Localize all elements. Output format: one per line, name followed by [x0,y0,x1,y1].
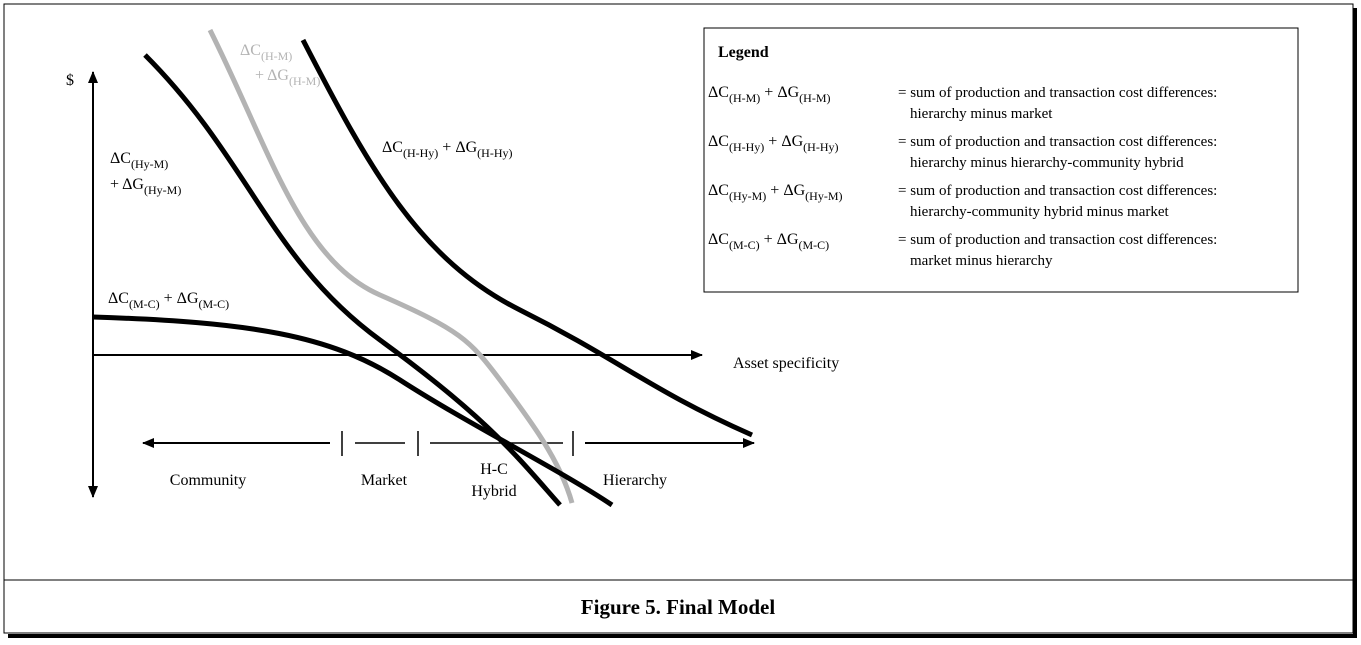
legend-definition: = sum of production and transaction cost… [898,85,1217,101]
term-text: + ΔG [255,67,289,84]
term-text: + ΔG [110,176,144,193]
region-label: H-C [480,461,508,478]
legend-definition: = sum of production and transaction cost… [898,232,1217,248]
term-sub: (Hy-M) [729,189,766,203]
term-text: ΔC [708,182,729,199]
term-sub: (Hy-M) [131,157,168,171]
curve [143,53,562,507]
curve-label: ΔC(H-Hy) + ΔG(H-Hy) [382,139,513,160]
legend-term: ΔC(Hy-M) + ΔG(Hy-M) [708,182,843,203]
region-label: Market [361,472,408,489]
term-sub: (M-C) [199,297,230,311]
region-label: Community [170,472,246,489]
term-sub: (Hy-M) [805,189,842,203]
legend-term: ΔC(H-Hy) + ΔG(H-Hy) [708,133,839,154]
x-axis-label: Asset specificity [733,355,839,372]
legend-definition: hierarchy minus market [910,106,1053,122]
curve-label: + ΔG(Hy-M) [110,176,181,197]
term-text: + ΔG [442,139,477,156]
region-label: Hierarchy [603,472,667,489]
term-sub: (H-M) [729,91,760,105]
curve [300,38,754,438]
term-sub: (H-M) [261,49,292,63]
term-text: + ΔG [770,182,805,199]
legend-box [703,27,1299,293]
term-sub: (M-C) [729,238,760,252]
term-sub: (H-Hy) [729,140,764,154]
term-text: + ΔG [164,290,199,307]
curve [92,314,614,508]
term-text: + ΔG [764,84,799,101]
term-text: ΔC [708,231,729,248]
legend-term: ΔC(M-C) + ΔG(M-C) [708,231,829,252]
caption: Figure 5. Final Model [581,595,776,619]
term-text: + ΔG [768,133,803,150]
term-sub: (M-C) [799,238,830,252]
term-sub: (H-Hy) [803,140,838,154]
legend-title: Legend [718,44,769,61]
curve-label: ΔC(Hy-M) [110,150,168,171]
term-sub: (Hy-M) [144,183,181,197]
term-text: ΔC [110,150,131,167]
term-text: ΔC [708,133,729,150]
legend-definition: market minus hierarchy [910,253,1053,269]
term-sub: (H-M) [289,74,320,88]
term-sub: (H-M) [799,91,830,105]
y-axis-label: $ [66,72,74,89]
term-sub: (H-Hy) [403,146,438,160]
legend-definition: hierarchy-community hybrid minus market [910,204,1170,220]
curve-label: ΔC(H-M) [240,42,292,63]
legend-term: ΔC(H-M) + ΔG(H-M) [708,84,831,105]
region-label: Hybrid [471,483,516,500]
term-sub: (H-Hy) [477,146,512,160]
term-text: ΔC [708,84,729,101]
curve [207,28,575,504]
legend-definition: = sum of production and transaction cost… [898,183,1217,199]
legend-definition: = sum of production and transaction cost… [898,134,1217,150]
legend-definition: hierarchy minus hierarchy-community hybr… [910,155,1184,171]
term-text: ΔC [240,42,261,59]
term-sub: (M-C) [129,297,160,311]
curve-label: + ΔG(H-M) [255,67,320,88]
term-text: ΔC [108,290,129,307]
curve-label: ΔC(M-C) + ΔG(M-C) [108,290,229,311]
term-text: ΔC [382,139,403,156]
legend: ΔC(H-M) + ΔG(H-M) = sum of production and … [708,84,1217,269]
term-text: + ΔG [764,231,799,248]
